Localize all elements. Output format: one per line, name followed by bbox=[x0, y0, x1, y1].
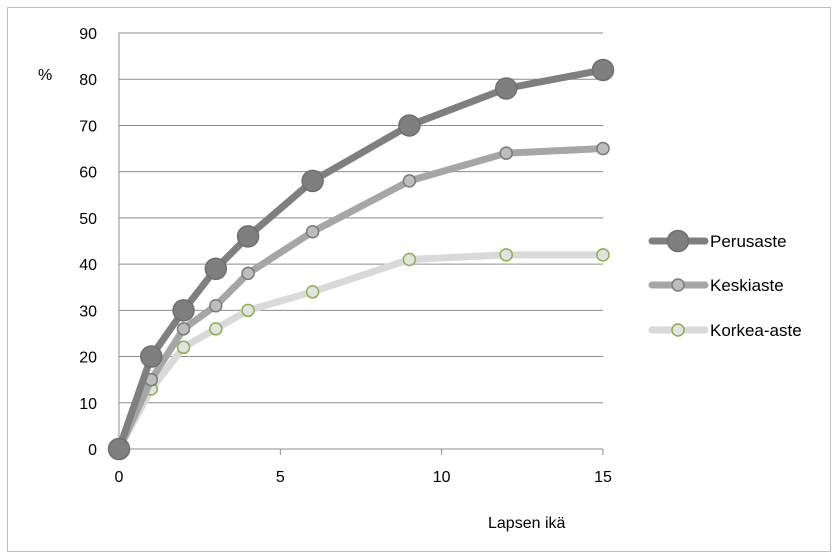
data-point bbox=[307, 286, 319, 298]
data-point bbox=[307, 226, 319, 238]
legend-item: Keskiaste bbox=[652, 276, 784, 295]
y-tick-label: 90 bbox=[79, 26, 97, 43]
series-group bbox=[109, 59, 614, 459]
data-point bbox=[302, 170, 323, 191]
y-axis-label: % bbox=[38, 67, 52, 84]
series-perusaste bbox=[109, 59, 614, 459]
x-tick-label: 15 bbox=[594, 469, 612, 486]
legend-marker bbox=[672, 324, 684, 336]
data-point bbox=[210, 300, 222, 312]
legend-label: Keskiaste bbox=[710, 276, 784, 295]
data-point bbox=[238, 226, 259, 247]
data-point bbox=[500, 147, 512, 159]
legend-label: Korkea-aste bbox=[710, 321, 802, 340]
axes bbox=[119, 33, 603, 455]
data-point bbox=[205, 258, 226, 279]
x-tick-label: 0 bbox=[115, 469, 124, 486]
x-axis-label: Lapsen ikä bbox=[488, 515, 565, 532]
x-tick-label: 10 bbox=[433, 469, 451, 486]
legend-marker bbox=[668, 231, 689, 252]
series-keskiaste bbox=[113, 143, 609, 455]
y-tick-label: 0 bbox=[88, 442, 97, 459]
y-tick-label: 20 bbox=[79, 350, 97, 367]
gridlines bbox=[119, 33, 603, 403]
legend: Perusaste Keskiaste Korkea-aste bbox=[652, 231, 802, 341]
data-point bbox=[141, 346, 162, 367]
y-tick-label: 50 bbox=[79, 211, 97, 228]
data-point bbox=[242, 304, 254, 316]
legend-label: Perusaste bbox=[710, 232, 787, 251]
data-point bbox=[403, 175, 415, 187]
y-tick-label: 40 bbox=[79, 257, 97, 274]
series-korkea-aste bbox=[113, 249, 609, 455]
legend-marker bbox=[672, 279, 684, 291]
y-tick-label: 30 bbox=[79, 303, 97, 320]
data-point bbox=[597, 249, 609, 261]
data-point bbox=[178, 323, 190, 335]
x-tick-label: 5 bbox=[276, 469, 285, 486]
data-point bbox=[210, 323, 222, 335]
series-line bbox=[119, 255, 603, 449]
data-point bbox=[500, 249, 512, 261]
data-point bbox=[597, 143, 609, 155]
y-tick-label: 80 bbox=[79, 72, 97, 89]
legend-item: Korkea-aste bbox=[652, 321, 802, 340]
data-point bbox=[242, 267, 254, 279]
data-point bbox=[173, 300, 194, 321]
y-tick-label: 60 bbox=[79, 165, 97, 182]
y-tick-label: 70 bbox=[79, 118, 97, 135]
series-line bbox=[119, 70, 603, 449]
data-point bbox=[178, 341, 190, 353]
data-point bbox=[593, 59, 614, 80]
y-tick-label: 10 bbox=[79, 396, 97, 413]
x-tick-labels: 0 5 10 15 bbox=[115, 469, 612, 486]
data-point bbox=[399, 115, 420, 136]
data-point bbox=[403, 253, 415, 265]
y-tick-labels: 0 10 20 30 40 50 60 70 80 90 bbox=[79, 26, 97, 459]
legend-item: Perusaste bbox=[652, 231, 787, 252]
data-point bbox=[496, 78, 517, 99]
data-point bbox=[109, 439, 130, 460]
